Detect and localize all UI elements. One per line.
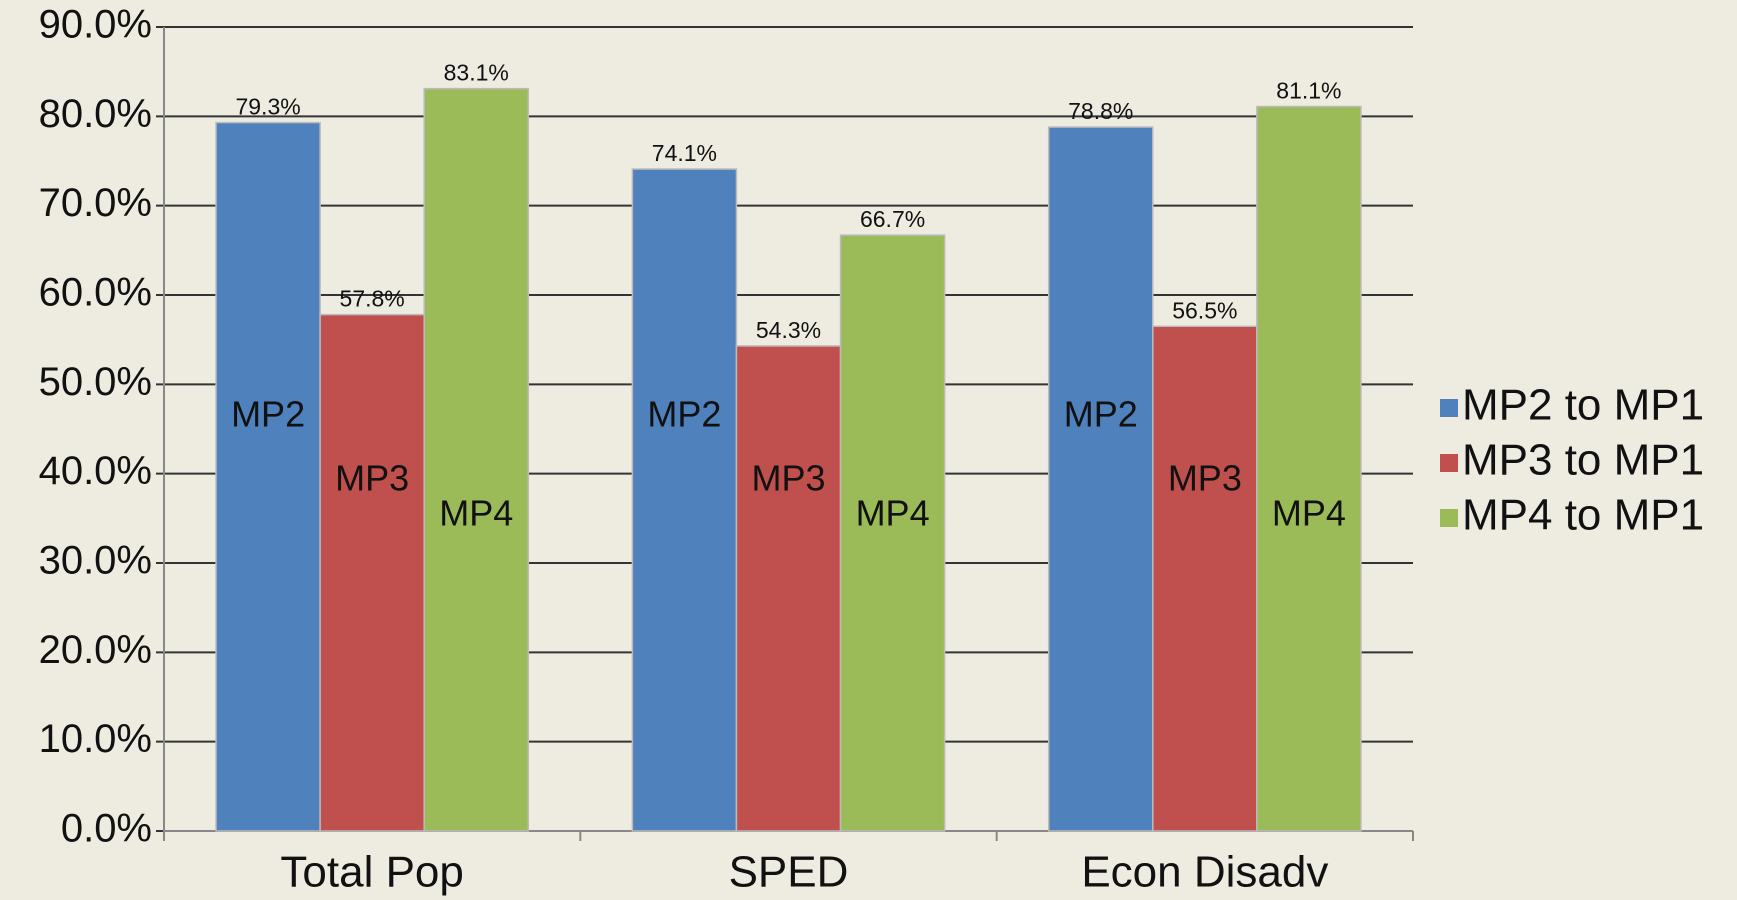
bar-label: MP2	[647, 394, 721, 435]
bar	[1152, 325, 1258, 832]
bar	[1256, 105, 1362, 832]
legend-label: MP3 to MP1	[1462, 436, 1704, 485]
legend-swatch	[1440, 454, 1458, 472]
y-tick-label: 40.0%	[39, 449, 152, 493]
y-tick-label: 70.0%	[39, 181, 152, 225]
x-tick-label: SPED	[729, 848, 849, 897]
value-label: 78.8%	[1068, 98, 1133, 124]
y-tick-label: 90.0%	[39, 3, 152, 47]
bar-label: MP3	[335, 458, 409, 499]
bar-label: MP2	[1064, 394, 1138, 435]
value-label: 66.7%	[860, 206, 925, 232]
legend-label: MP4 to MP1	[1462, 491, 1704, 540]
bar	[1047, 126, 1154, 832]
value-label: 83.1%	[444, 60, 509, 86]
bar-label: MP2	[231, 394, 305, 435]
value-label: 54.3%	[756, 317, 821, 343]
bar	[215, 121, 321, 832]
y-tick-label: 0.0%	[61, 807, 152, 851]
y-tick-label: 80.0%	[39, 92, 152, 136]
value-label: 81.1%	[1276, 78, 1341, 104]
value-label: 57.8%	[340, 286, 405, 312]
bar	[735, 345, 842, 832]
bar	[423, 87, 530, 832]
bar	[631, 168, 738, 832]
y-tick-label: 60.0%	[39, 271, 152, 315]
bar	[839, 234, 946, 832]
y-tick-label: 50.0%	[39, 360, 152, 404]
bar-label: MP4	[1272, 493, 1346, 534]
bar-label: MP4	[856, 493, 930, 534]
y-tick-label: 30.0%	[39, 539, 152, 583]
y-tick-label: 20.0%	[39, 628, 152, 672]
value-label: 56.5%	[1172, 297, 1237, 323]
bar	[319, 313, 425, 832]
value-label: 74.1%	[652, 140, 717, 166]
x-tick-label: Econ Disadv	[1081, 848, 1328, 897]
bar-label: MP4	[439, 493, 513, 534]
bar-label: MP3	[751, 458, 825, 499]
legend-swatch	[1440, 399, 1458, 417]
x-tick-label: Total Pop	[280, 848, 463, 897]
bar-label: MP3	[1168, 458, 1242, 499]
legend-label: MP2 to MP1	[1462, 381, 1704, 430]
value-label: 79.3%	[235, 94, 300, 120]
y-tick-label: 10.0%	[39, 717, 152, 761]
legend-swatch	[1440, 509, 1458, 527]
